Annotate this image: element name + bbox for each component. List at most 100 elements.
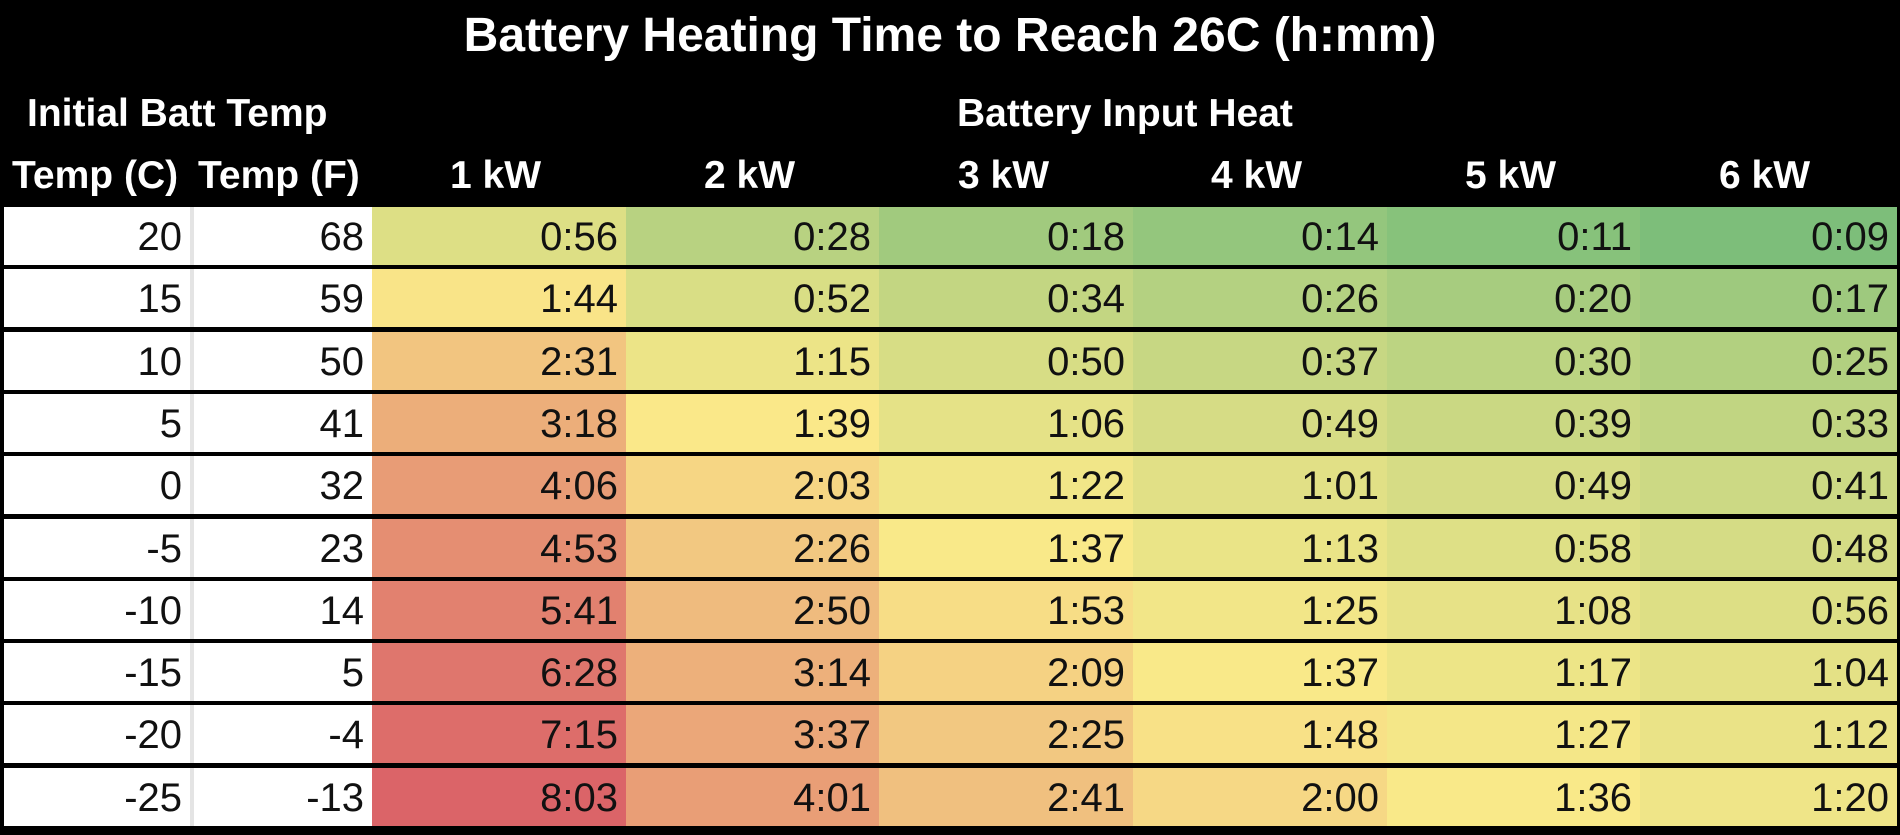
column-divider xyxy=(190,580,194,639)
cell-temp-f: -13 xyxy=(190,767,372,826)
cell-6kw: 0:09 xyxy=(1640,207,1897,265)
table-row: 5 41 3:18 1:39 1:06 0:49 0:39 0:33 xyxy=(4,393,1897,452)
cell-temp-c: 20 xyxy=(4,207,190,265)
column-divider xyxy=(190,456,194,515)
cell-5kw: 1:08 xyxy=(1387,580,1640,639)
column-divider xyxy=(190,643,194,702)
column-header-2kw: 2 kW xyxy=(704,154,796,197)
cell-4kw: 1:13 xyxy=(1133,518,1387,577)
cell-6kw: 1:04 xyxy=(1640,643,1897,702)
cell-temp-c: -15 xyxy=(4,643,190,702)
cell-6kw: 1:12 xyxy=(1640,705,1897,764)
column-header-6kw: 6 kW xyxy=(1719,154,1811,197)
column-divider xyxy=(190,207,194,265)
column-header-4kw: 4 kW xyxy=(1211,154,1303,197)
column-header-1kw: 1 kW xyxy=(450,154,542,197)
cell-6kw: 0:17 xyxy=(1640,269,1897,328)
cell-4kw: 0:37 xyxy=(1133,331,1387,390)
cell-temp-c: 5 xyxy=(4,393,190,452)
cell-6kw: 0:25 xyxy=(1640,331,1897,390)
column-header-5kw: 5 kW xyxy=(1465,154,1557,197)
cell-3kw: 0:34 xyxy=(879,269,1133,328)
cell-5kw: 0:58 xyxy=(1387,518,1640,577)
cell-temp-c: -25 xyxy=(4,767,190,826)
table-row: -5 23 4:53 2:26 1:37 1:13 0:58 0:48 xyxy=(4,518,1897,577)
cell-5kw: 0:11 xyxy=(1387,207,1640,265)
cell-6kw: 1:20 xyxy=(1640,767,1897,826)
cell-temp-f: 14 xyxy=(190,580,372,639)
cell-1kw: 3:18 xyxy=(372,393,626,452)
column-header-temp-c: Temp (C) xyxy=(12,154,179,197)
cell-5kw: 1:27 xyxy=(1387,705,1640,764)
column-divider xyxy=(190,393,194,452)
column-header-temp-f: Temp (F) xyxy=(198,154,360,197)
cell-3kw: 2:25 xyxy=(879,705,1133,764)
table-row: -10 14 5:41 2:50 1:53 1:25 1:08 0:56 xyxy=(4,580,1897,639)
cell-5kw: 0:39 xyxy=(1387,393,1640,452)
cell-3kw: 1:53 xyxy=(879,580,1133,639)
table-row: 20 68 0:56 0:28 0:18 0:14 0:11 0:09 xyxy=(4,207,1897,265)
cell-2kw: 1:39 xyxy=(626,393,879,452)
cell-temp-f: 32 xyxy=(190,456,372,515)
cell-1kw: 1:44 xyxy=(372,269,626,328)
cell-temp-c: -20 xyxy=(4,705,190,764)
cell-temp-f: 50 xyxy=(190,331,372,390)
group-header-input-heat: Battery Input Heat xyxy=(957,92,1293,135)
cell-1kw: 5:41 xyxy=(372,580,626,639)
cell-4kw: 1:48 xyxy=(1133,705,1387,764)
cell-6kw: 0:33 xyxy=(1640,393,1897,452)
cell-temp-f: 68 xyxy=(190,207,372,265)
column-divider xyxy=(190,331,194,390)
cell-5kw: 1:36 xyxy=(1387,767,1640,826)
column-divider xyxy=(190,518,194,577)
cell-2kw: 3:14 xyxy=(626,643,879,702)
table-row: 15 59 1:44 0:52 0:34 0:26 0:20 0:17 xyxy=(4,269,1897,328)
cell-temp-f: 23 xyxy=(190,518,372,577)
cell-3kw: 0:18 xyxy=(879,207,1133,265)
cell-6kw: 0:48 xyxy=(1640,518,1897,577)
cell-temp-c: 15 xyxy=(4,269,190,328)
cell-1kw: 0:56 xyxy=(372,207,626,265)
cell-4kw: 0:26 xyxy=(1133,269,1387,328)
cell-temp-c: -10 xyxy=(4,580,190,639)
cell-4kw: 0:14 xyxy=(1133,207,1387,265)
cell-temp-f: -4 xyxy=(190,705,372,764)
cell-2kw: 3:37 xyxy=(626,705,879,764)
group-header-initial-temp: Initial Batt Temp xyxy=(27,92,328,135)
column-divider xyxy=(190,269,194,328)
cell-6kw: 0:56 xyxy=(1640,580,1897,639)
cell-4kw: 1:37 xyxy=(1133,643,1387,702)
table-row: 0 32 4:06 2:03 1:22 1:01 0:49 0:41 xyxy=(4,456,1897,515)
cell-4kw: 2:00 xyxy=(1133,767,1387,826)
cell-4kw: 1:25 xyxy=(1133,580,1387,639)
cell-temp-c: 10 xyxy=(4,331,190,390)
cell-2kw: 0:28 xyxy=(626,207,879,265)
table-row: -20 -4 7:15 3:37 2:25 1:48 1:27 1:12 xyxy=(4,705,1897,764)
cell-temp-c: 0 xyxy=(4,456,190,515)
cell-3kw: 2:09 xyxy=(879,643,1133,702)
column-header-3kw: 3 kW xyxy=(958,154,1050,197)
table-row: -15 5 6:28 3:14 2:09 1:37 1:17 1:04 xyxy=(4,643,1897,702)
cell-2kw: 2:50 xyxy=(626,580,879,639)
cell-2kw: 4:01 xyxy=(626,767,879,826)
table-title: Battery Heating Time to Reach 26C (h:mm) xyxy=(463,9,1437,62)
cell-1kw: 6:28 xyxy=(372,643,626,702)
cell-3kw: 1:37 xyxy=(879,518,1133,577)
table-row: 10 50 2:31 1:15 0:50 0:37 0:30 0:25 xyxy=(4,331,1897,390)
cell-1kw: 4:06 xyxy=(372,456,626,515)
cell-5kw: 0:49 xyxy=(1387,456,1640,515)
cell-temp-c: -5 xyxy=(4,518,190,577)
table-row: -25 -13 8:03 4:01 2:41 2:00 1:36 1:20 xyxy=(4,767,1897,826)
cell-3kw: 1:22 xyxy=(879,456,1133,515)
cell-2kw: 2:26 xyxy=(626,518,879,577)
cell-3kw: 2:41 xyxy=(879,767,1133,826)
column-divider xyxy=(190,705,194,764)
cell-temp-f: 41 xyxy=(190,393,372,452)
cell-5kw: 1:17 xyxy=(1387,643,1640,702)
cell-3kw: 0:50 xyxy=(879,331,1133,390)
cell-4kw: 0:49 xyxy=(1133,393,1387,452)
cell-1kw: 2:31 xyxy=(372,331,626,390)
cell-2kw: 1:15 xyxy=(626,331,879,390)
cell-3kw: 1:06 xyxy=(879,393,1133,452)
